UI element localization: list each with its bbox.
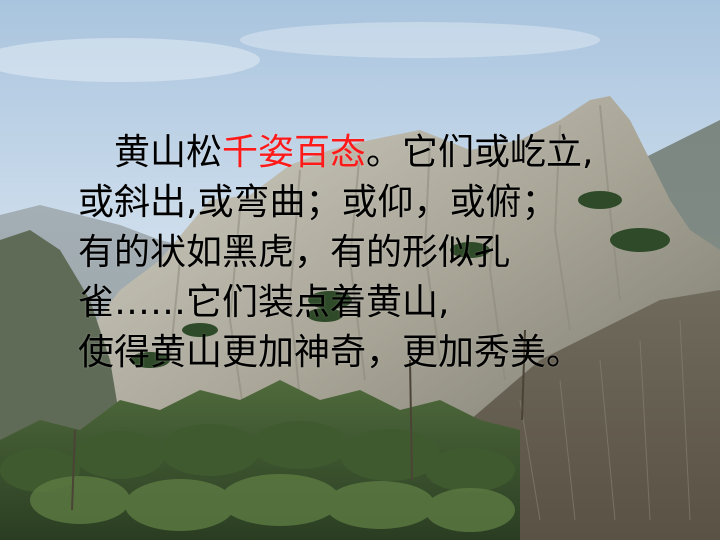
slide-text: 黄山松千姿百态。它们或屹立, 或斜出,或弯曲；或仰，或俯； 有的状如黑虎，有的形… [78,128,698,378]
text-line-1-start: 黄山松 [114,132,223,173]
text-line-1: 黄山松千姿百态。它们或屹立, [78,128,698,178]
text-line-1-end: 。它们或屹立, [366,132,594,173]
text-line-4: 雀……它们装点着黄山, [78,282,450,323]
text-line-3: 有的状如黑虎，有的形似孔 [78,232,511,273]
text-line-5: 使得黄山更加神奇，更加秀美。 [78,332,583,373]
highlighted-phrase: 千姿百态 [222,132,367,173]
text-line-2: 或斜出,或弯曲；或仰，或俯； [78,182,558,223]
